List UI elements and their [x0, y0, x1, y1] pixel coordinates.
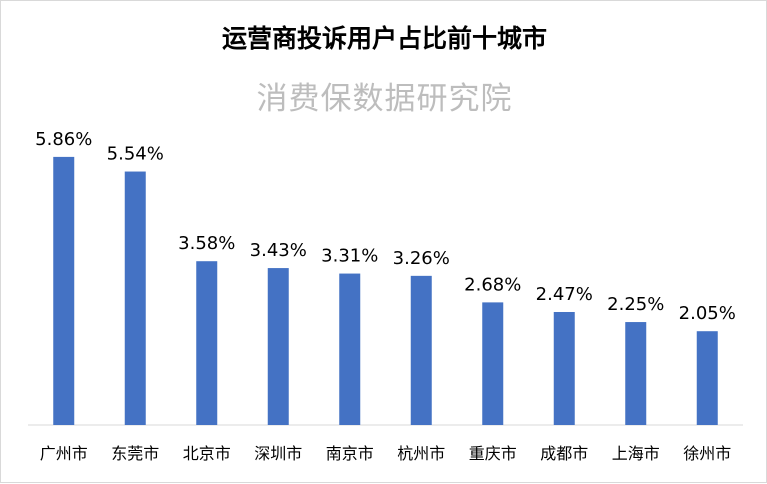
x-tick-label-8: 上海市 [612, 444, 660, 463]
x-tick-label-5: 杭州市 [397, 444, 445, 463]
x-tick-label-9: 徐州市 [683, 444, 731, 463]
bar-4 [339, 273, 361, 425]
bar-1 [124, 171, 146, 425]
bar-3 [267, 268, 289, 425]
chart-subtitle: 消费保数据研究院 [256, 81, 513, 117]
data-label-3: 3.43% [250, 240, 307, 261]
x-tick-label-1: 东莞市 [111, 444, 159, 463]
x-tick-label-7: 成都市 [540, 444, 588, 463]
data-label-1: 5.54% [107, 144, 164, 165]
x-tick-label-0: 广州市 [40, 444, 88, 463]
chart-title: 运营商投诉用户占比前十城市 [221, 24, 547, 53]
x-tick-label-2: 北京市 [183, 444, 231, 463]
data-label-8: 2.25% [607, 294, 664, 315]
data-label-6: 2.68% [464, 274, 521, 295]
bar-5 [410, 275, 432, 425]
bar-6 [482, 302, 504, 425]
data-label-7: 2.47% [536, 284, 593, 305]
bar-8 [625, 322, 647, 425]
data-label-9: 2.05% [679, 303, 736, 324]
data-label-4: 3.31% [321, 246, 378, 267]
data-label-5: 3.26% [393, 248, 450, 269]
bar-7 [553, 311, 575, 425]
x-tick-label-4: 南京市 [326, 444, 374, 463]
x-tick-label-6: 重庆市 [469, 444, 517, 463]
data-label-2: 3.58% [178, 233, 235, 254]
data-label-0: 5.86% [35, 129, 92, 150]
bar-9 [696, 331, 718, 425]
bar-2 [196, 261, 218, 425]
bar-0 [53, 156, 75, 425]
x-tick-label-3: 深圳市 [254, 444, 302, 463]
